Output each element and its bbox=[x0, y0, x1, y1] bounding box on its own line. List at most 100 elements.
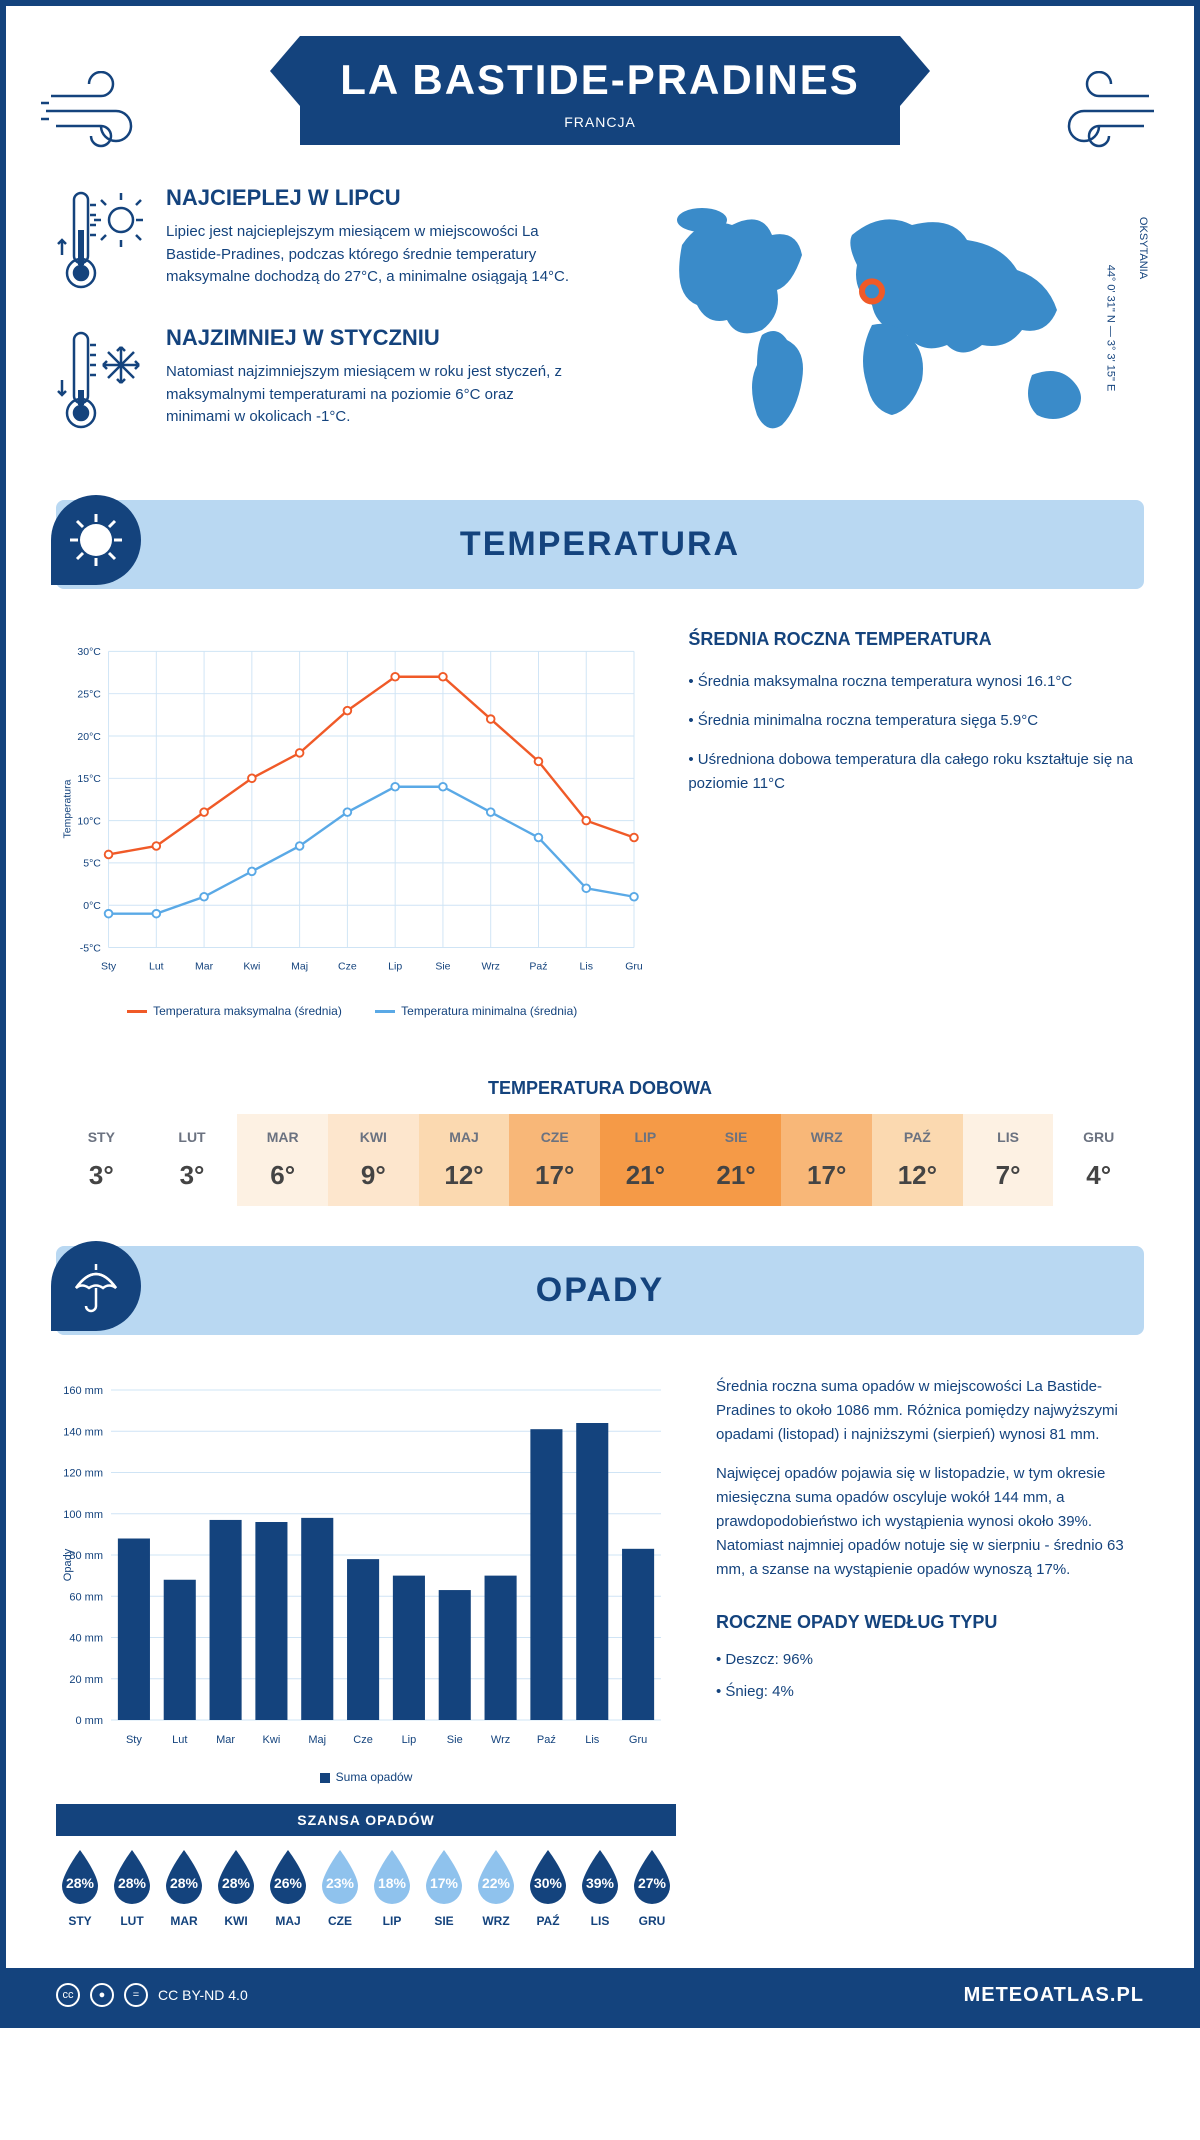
warmest-title: NAJCIEPLEJ W LIPCU bbox=[166, 185, 580, 211]
drop-month: CZE bbox=[316, 1914, 364, 1928]
raindrop-icon: 22% bbox=[472, 1846, 520, 1906]
precip-text-p1: Średnia roczna suma opadów w miejscowośc… bbox=[716, 1375, 1144, 1447]
svg-text:Mar: Mar bbox=[195, 961, 214, 973]
svg-text:Lis: Lis bbox=[585, 1734, 600, 1746]
daily-temp-col: MAR6° bbox=[237, 1114, 328, 1206]
world-map-icon bbox=[620, 185, 1144, 465]
dt-month: SIE bbox=[696, 1129, 777, 1145]
drop-month: GRU bbox=[628, 1914, 676, 1928]
section-header-temperature: TEMPERATURA bbox=[56, 500, 1144, 589]
temperature-chart-section: -5°C0°C5°C10°C15°C20°C25°C30°CStyLutMarK… bbox=[6, 589, 1194, 1058]
drop-col: 26% MAJ bbox=[264, 1846, 312, 1928]
dt-month: WRZ bbox=[786, 1129, 867, 1145]
svg-text:Lut: Lut bbox=[149, 961, 164, 973]
dt-value: 7° bbox=[968, 1160, 1049, 1191]
svg-text:Maj: Maj bbox=[291, 961, 308, 973]
svg-text:Sie: Sie bbox=[447, 1734, 463, 1746]
precip-text: Średnia roczna suma opadów w miejscowośc… bbox=[716, 1375, 1144, 1928]
svg-text:80 mm: 80 mm bbox=[69, 1550, 103, 1562]
drop-col: 39% LIS bbox=[576, 1846, 624, 1928]
warmest-body: Lipiec jest najcieplejszym miesiącem w m… bbox=[166, 221, 580, 289]
cc-icon: cc bbox=[56, 1983, 80, 2007]
drop-col: 17% SIE bbox=[420, 1846, 468, 1928]
raindrop-icon: 18% bbox=[368, 1846, 416, 1906]
drop-col: 28% LUT bbox=[108, 1846, 156, 1928]
temp-bullet: • Uśredniona dobowa temperatura dla całe… bbox=[688, 748, 1144, 796]
daily-temp-col: STY3° bbox=[56, 1114, 147, 1206]
drop-col: 28% STY bbox=[56, 1846, 104, 1928]
drop-month: SIE bbox=[420, 1914, 468, 1928]
dt-month: KWI bbox=[333, 1129, 414, 1145]
svg-text:0°C: 0°C bbox=[83, 900, 101, 912]
daily-temp-col: MAJ12° bbox=[419, 1114, 510, 1206]
precip-chance-row: 28% STY 28% LUT 28% MAR 28% bbox=[56, 1846, 676, 1928]
section-header-precip: OPADY bbox=[56, 1246, 1144, 1335]
dt-month: LUT bbox=[152, 1129, 233, 1145]
svg-text:Lip: Lip bbox=[402, 1734, 417, 1746]
temperature-line-chart: -5°C0°C5°C10°C15°C20°C25°C30°CStyLutMarK… bbox=[56, 629, 648, 1018]
dt-value: 21° bbox=[605, 1160, 686, 1191]
svg-text:Gru: Gru bbox=[629, 1734, 647, 1746]
warmest-block: NAJCIEPLEJ W LIPCU Lipiec jest najcieple… bbox=[56, 185, 580, 295]
legend-max-label: Temperatura maksymalna (średnia) bbox=[153, 1004, 342, 1018]
svg-text:Opady: Opady bbox=[62, 1548, 74, 1581]
temp-text-heading: ŚREDNIA ROCZNA TEMPERATURA bbox=[688, 629, 1144, 650]
raindrop-icon: 28% bbox=[160, 1846, 208, 1906]
svg-text:10°C: 10°C bbox=[77, 815, 101, 827]
svg-text:25°C: 25°C bbox=[77, 688, 101, 700]
coldest-text: NAJZIMNIEJ W STYCZNIU Natomiast najzimni… bbox=[166, 325, 580, 435]
svg-text:Sie: Sie bbox=[435, 961, 450, 973]
dt-month: LIS bbox=[968, 1129, 1049, 1145]
coldest-block: NAJZIMNIEJ W STYCZNIU Natomiast najzimni… bbox=[56, 325, 580, 435]
location-title: LA BASTIDE-PRADINES bbox=[330, 56, 870, 104]
svg-text:160 mm: 160 mm bbox=[63, 1385, 103, 1397]
precip-bar-chart: 0 mm20 mm40 mm60 mm80 mm100 mm120 mm140 … bbox=[56, 1375, 676, 1928]
dt-month: CZE bbox=[514, 1129, 595, 1145]
daily-temp-col: LIS 7° bbox=[963, 1114, 1054, 1206]
dt-month: MAJ bbox=[424, 1129, 505, 1145]
wind-icon-left bbox=[41, 71, 161, 151]
svg-text:Cze: Cze bbox=[353, 1734, 373, 1746]
daily-temp-col: GRU4° bbox=[1053, 1114, 1144, 1206]
svg-text:30°C: 30°C bbox=[77, 646, 101, 658]
raindrop-icon: 30% bbox=[524, 1846, 572, 1906]
climate-summary: NAJCIEPLEJ W LIPCU Lipiec jest najcieple… bbox=[56, 185, 580, 470]
svg-text:Sty: Sty bbox=[101, 961, 117, 973]
map-panel: OKSYTANIA 44° 0' 31" N — 3° 3' 15" E bbox=[620, 185, 1144, 470]
coldest-body: Natomiast najzimniejszym miesiącem w rok… bbox=[166, 361, 580, 429]
svg-text:0 mm: 0 mm bbox=[76, 1715, 104, 1727]
drop-month: MAJ bbox=[264, 1914, 312, 1928]
drop-col: 18% LIP bbox=[368, 1846, 416, 1928]
svg-text:Paź: Paź bbox=[529, 961, 547, 973]
svg-text:Gru: Gru bbox=[625, 961, 643, 973]
dt-value: 3° bbox=[61, 1160, 142, 1191]
roczne-heading: ROCZNE OPADY WEDŁUG TYPU bbox=[716, 1612, 1144, 1633]
wind-icon-right bbox=[1039, 71, 1159, 151]
raindrop-icon: 39% bbox=[576, 1846, 624, 1906]
dt-value: 12° bbox=[877, 1160, 958, 1191]
temperature-section-title: TEMPERATURA bbox=[86, 525, 1114, 564]
header-band: LA BASTIDE-PRADINES FRANCJA bbox=[300, 36, 900, 145]
svg-text:Kwi: Kwi bbox=[243, 961, 260, 973]
temp-bullet: • Średnia minimalna roczna temperatura s… bbox=[688, 709, 1144, 733]
precip-section-title: OPADY bbox=[86, 1271, 1114, 1310]
daily-temp-col: LIP 21° bbox=[600, 1114, 691, 1206]
raindrop-icon: 17% bbox=[420, 1846, 468, 1906]
daily-temp-col: LUT3° bbox=[147, 1114, 238, 1206]
temperature-text: ŚREDNIA ROCZNA TEMPERATURA • Średnia mak… bbox=[688, 629, 1144, 1018]
svg-text:20 mm: 20 mm bbox=[69, 1674, 103, 1686]
svg-text:Wrz: Wrz bbox=[481, 961, 499, 973]
drop-month: PAŹ bbox=[524, 1914, 572, 1928]
roczne-item: • Śnieg: 4% bbox=[716, 1680, 1144, 1704]
drop-month: WRZ bbox=[472, 1914, 520, 1928]
daily-temp-col: CZE17° bbox=[509, 1114, 600, 1206]
dt-month: LIP bbox=[605, 1129, 686, 1145]
thermometer-cold-icon bbox=[56, 325, 146, 435]
drop-month: LIP bbox=[368, 1914, 416, 1928]
roczne-item: • Deszcz: 96% bbox=[716, 1648, 1144, 1672]
nd-icon: = bbox=[124, 1983, 148, 2007]
svg-text:20°C: 20°C bbox=[77, 731, 101, 743]
drop-col: 23% CZE bbox=[316, 1846, 364, 1928]
footer-license: cc ● = CC BY-ND 4.0 bbox=[56, 1983, 248, 2007]
precip-chart-legend: Suma opadów bbox=[56, 1770, 676, 1784]
